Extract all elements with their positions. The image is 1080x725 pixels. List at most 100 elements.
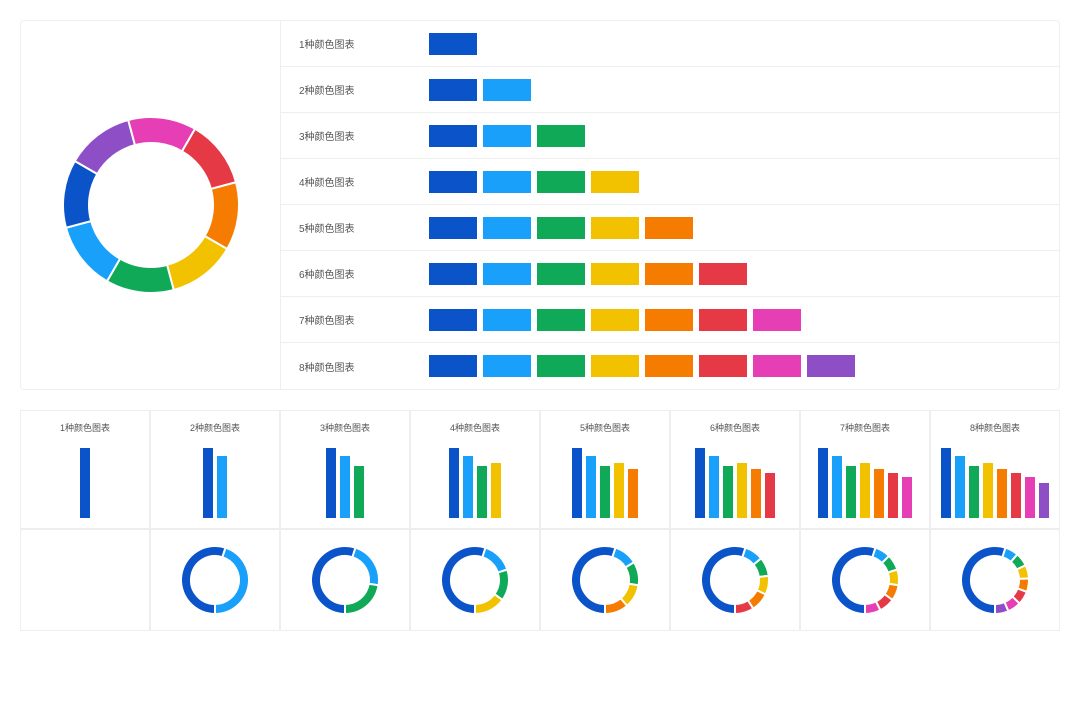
mini-donut-card <box>670 529 800 631</box>
mini-donut-card <box>20 529 150 631</box>
color-swatch <box>429 171 477 193</box>
mini-bar <box>628 469 638 518</box>
color-swatch <box>483 263 531 285</box>
color-swatch <box>483 309 531 331</box>
mini-donut <box>569 544 641 616</box>
swatch-row: 2种颜色图表 <box>281 67 1059 113</box>
mini-bar-card: 5种颜色图表 <box>540 410 670 529</box>
mini-bar <box>491 463 501 518</box>
mini-bar-title: 6种颜色图表 <box>710 421 760 434</box>
mini-bar <box>723 466 733 519</box>
swatch-row: 4种颜色图表 <box>281 159 1059 205</box>
color-swatch <box>537 263 585 285</box>
mini-bar <box>695 448 705 518</box>
mini-bar <box>203 448 213 518</box>
mini-bar-grid: 1种颜色图表 2种颜色图表 3种颜色图表4种颜色图表 5种颜色图表 6种颜色图表 7种颜色… <box>20 410 1060 529</box>
mini-bar <box>846 466 856 519</box>
mini-bar-title: 5种颜色图表 <box>580 421 630 434</box>
swatch-row: 7种颜色图表 <box>281 297 1059 343</box>
mini-bar <box>997 469 1007 518</box>
mini-bar <box>1039 483 1049 518</box>
mini-bar <box>765 473 775 519</box>
swatch-row-label: 7种颜色图表 <box>299 312 429 327</box>
mini-bar <box>1011 473 1021 519</box>
mini-bar-card: 8种颜色图表 <box>930 410 1060 529</box>
main-donut <box>61 115 241 295</box>
mini-bar <box>217 456 227 518</box>
mini-bars <box>27 448 143 518</box>
swatch-row: 1种颜色图表 <box>281 21 1059 67</box>
mini-bar-title: 7种颜色图表 <box>840 421 890 434</box>
color-swatch <box>591 355 639 377</box>
mini-bar <box>1025 477 1035 518</box>
mini-bar-card: 3种颜色图表 <box>280 410 410 529</box>
top-panel: 1种颜色图表2种颜色图表3种颜色图表4种颜色图表5种颜色图表6种颜色图表7种颜色… <box>20 20 1060 390</box>
main-donut-cell <box>21 21 281 389</box>
color-swatch <box>483 355 531 377</box>
color-swatch <box>483 171 531 193</box>
mini-donut-card <box>930 529 1060 631</box>
swatch-row-label: 4种颜色图表 <box>299 174 429 189</box>
color-swatch <box>699 309 747 331</box>
color-swatch <box>537 125 585 147</box>
color-swatch <box>429 355 477 377</box>
mini-bar <box>600 466 610 519</box>
color-swatch <box>645 263 693 285</box>
mini-bar <box>709 456 719 518</box>
swatch-strip <box>429 309 801 331</box>
mini-bar <box>737 463 747 518</box>
mini-bar <box>874 469 884 518</box>
mini-donut <box>439 544 511 616</box>
color-swatch <box>645 217 693 239</box>
color-swatch <box>483 217 531 239</box>
mini-donut-card <box>280 529 410 631</box>
mini-bar-card: 4种颜色图表 <box>410 410 540 529</box>
mini-bar <box>340 456 350 518</box>
swatch-strip <box>429 79 531 101</box>
color-swatch <box>591 217 639 239</box>
mini-donut <box>179 544 251 616</box>
mini-bar-title: 2种颜色图表 <box>190 421 240 434</box>
color-swatch <box>591 309 639 331</box>
mini-bar-card: 6种颜色图表 <box>670 410 800 529</box>
mini-bar-title: 1种颜色图表 <box>60 421 110 434</box>
color-swatch <box>753 355 801 377</box>
mini-bar <box>80 448 90 518</box>
color-swatch <box>807 355 855 377</box>
color-swatch <box>429 33 477 55</box>
mini-bar <box>463 456 473 518</box>
swatch-row-label: 5种颜色图表 <box>299 220 429 235</box>
color-swatch <box>699 263 747 285</box>
mini-bar <box>955 456 965 518</box>
mini-bar <box>983 463 993 518</box>
mini-bar <box>941 448 951 518</box>
mini-bar-card: 7种颜色图表 <box>800 410 930 529</box>
swatch-strip <box>429 125 585 147</box>
mini-bar <box>326 448 336 518</box>
color-swatch <box>537 217 585 239</box>
mini-donut-card <box>800 529 930 631</box>
mini-donut <box>309 544 381 616</box>
color-swatch <box>537 171 585 193</box>
color-swatch <box>753 309 801 331</box>
swatch-row: 8种颜色图表 <box>281 343 1059 389</box>
color-swatch <box>645 309 693 331</box>
mini-bar <box>902 477 912 518</box>
mini-bar <box>888 473 898 519</box>
color-swatch <box>591 263 639 285</box>
mini-bars <box>677 448 793 518</box>
mini-bar <box>572 448 582 518</box>
swatch-strip <box>429 217 693 239</box>
mini-bar-card: 2种颜色图表 <box>150 410 280 529</box>
swatch-row-label: 3种颜色图表 <box>299 128 429 143</box>
mini-bar <box>586 456 596 518</box>
mini-bar <box>860 463 870 518</box>
mini-donut-grid <box>20 529 1060 631</box>
mini-bar-title: 8种颜色图表 <box>970 421 1020 434</box>
mini-bar <box>354 466 364 519</box>
mini-donut <box>959 544 1031 616</box>
mini-bar <box>477 466 487 519</box>
mini-donut <box>829 544 901 616</box>
mini-bar <box>832 456 842 518</box>
color-swatch <box>537 309 585 331</box>
